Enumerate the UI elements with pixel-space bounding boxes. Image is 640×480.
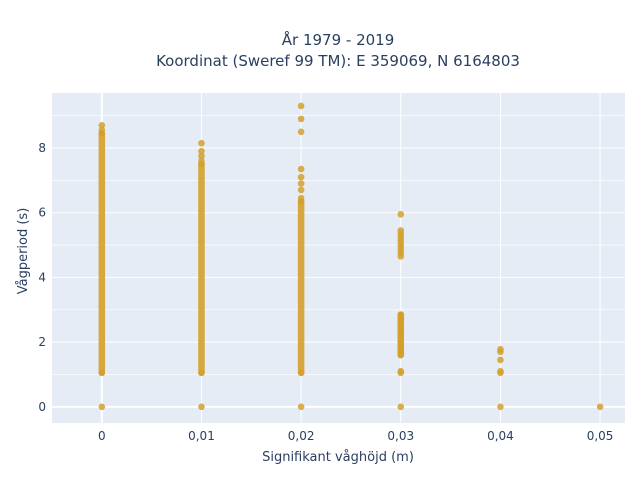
x-tick-label: 0,04	[487, 429, 514, 443]
y-tick-label: 0	[38, 400, 46, 414]
x-tick-label: 0	[98, 429, 106, 443]
x-tick-label: 0,02	[288, 429, 315, 443]
data-point	[198, 152, 205, 160]
data-point	[198, 369, 205, 377]
y-tick-label: 8	[38, 141, 46, 155]
data-point	[297, 369, 305, 377]
data-points	[98, 102, 604, 411]
data-point	[98, 126, 106, 134]
data-point	[297, 194, 305, 202]
data-point	[497, 356, 504, 364]
data-point	[297, 115, 305, 123]
data-point	[297, 165, 305, 173]
y-axis-title: Vågperiod (s)	[16, 208, 31, 295]
x-axis-title: Signifikant våghöjd (m)	[262, 450, 414, 465]
data-point	[497, 403, 504, 411]
x-tick-label: 0,01	[188, 429, 215, 443]
data-point	[98, 403, 106, 411]
data-point	[98, 369, 106, 377]
data-point	[198, 157, 205, 165]
data-point	[297, 180, 305, 187]
data-point	[497, 367, 504, 375]
data-point	[397, 367, 405, 375]
x-tick-label: 0,05	[587, 429, 614, 443]
data-point	[297, 173, 305, 181]
data-point	[198, 147, 205, 155]
data-point	[497, 345, 504, 353]
data-point	[98, 122, 106, 129]
x-axis-ticks: 0 0,01 0,02 0,03 0,04 0,05	[98, 429, 613, 443]
y-tick-label: 6	[38, 206, 46, 220]
data-point	[297, 186, 305, 194]
data-point	[297, 403, 305, 411]
data-point	[397, 211, 405, 218]
data-point	[297, 102, 305, 110]
data-point	[297, 128, 305, 136]
plot-area	[52, 93, 625, 423]
data-point	[596, 403, 604, 411]
x-tick-label: 0,03	[387, 429, 414, 443]
y-axis-ticks: 0 2 4 6 8	[38, 141, 46, 414]
data-point	[397, 227, 405, 234]
chart-title-line-1: År 1979 - 2019	[282, 30, 395, 49]
data-point	[198, 403, 205, 411]
chart-title-line-2: Koordinat (Sweref 99 TM): E 359069, N 61…	[156, 52, 520, 70]
data-point	[397, 403, 405, 411]
data-point	[198, 139, 205, 147]
y-tick-label: 4	[38, 270, 46, 284]
y-tick-label: 2	[38, 335, 46, 349]
data-point	[397, 311, 405, 318]
